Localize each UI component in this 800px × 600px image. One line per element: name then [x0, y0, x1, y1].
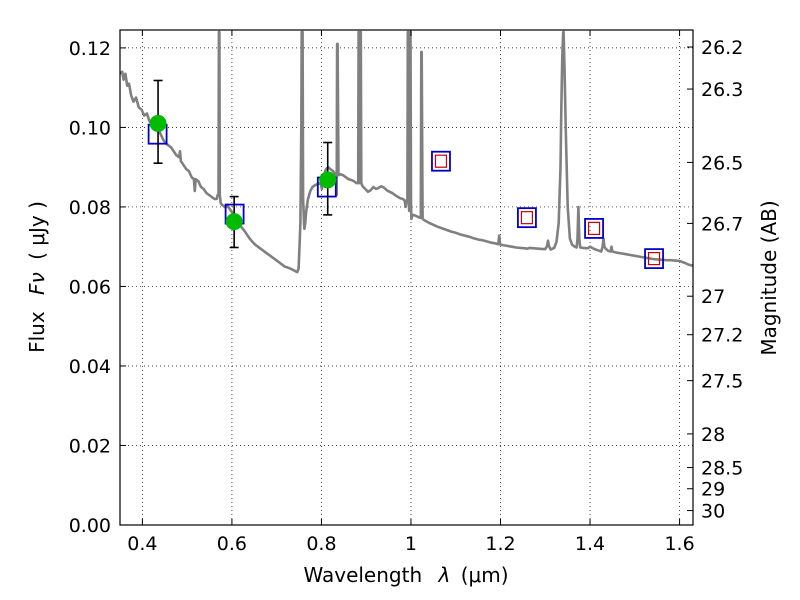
model-photometry-point: [584, 217, 604, 239]
right-axis-title: Magnitude (AB): [757, 200, 781, 355]
y-axis-title-unit: ( μJy ): [25, 201, 49, 260]
observed-point: [225, 213, 243, 231]
predicted-photometry-point: [520, 211, 534, 225]
mag-tick-label: 29: [701, 479, 725, 501]
predicted-photometry-point: [587, 221, 601, 235]
x-axis-title-unit: (μm): [461, 563, 509, 587]
grid: [120, 30, 693, 526]
x-tick-label: 0.6: [217, 533, 247, 555]
observed-point: [319, 171, 337, 189]
y-tick-label: 0.00: [69, 515, 111, 537]
y-tick-label: 0.04: [69, 356, 111, 378]
mag-tick-label: 26.7: [701, 213, 743, 235]
mag-tick-label: 26.5: [701, 152, 743, 174]
mag-tick-label: 26.3: [701, 79, 743, 101]
mag-tick-label: 27.5: [701, 371, 743, 393]
x-tick-label: 1: [405, 533, 417, 555]
observed-point: [149, 114, 167, 132]
x-tick-label: 1.4: [575, 533, 605, 555]
y-tick-label: 0.12: [69, 38, 111, 60]
predicted-photometry-point: [434, 154, 448, 168]
x-tick-label: 0.8: [306, 533, 336, 555]
mag-tick-label: 30: [701, 501, 725, 523]
mag-tick-label: 28: [701, 424, 725, 446]
model-photometry-point: [644, 248, 664, 270]
y-tick-label: 0.10: [69, 117, 111, 139]
mag-tick-label: 27: [701, 286, 725, 308]
x-axis-title: Wavelength λ (μm): [303, 563, 508, 587]
predicted-photometry-point: [647, 252, 661, 266]
x-tick-label: 1.6: [664, 533, 694, 555]
model-photometry-point: [517, 207, 537, 229]
axis-ticks: 0.4 0.6 0.8 1 1.2 1.4 1.6 0.00 0.02 0.04 0.06 0.08 0…: [69, 30, 743, 555]
y-axis-title-symbol: Fν: [25, 272, 49, 295]
mag-tick-label: 26.2: [701, 37, 743, 59]
x-axis-title-symbol: λ: [438, 563, 451, 587]
x-tick-label: 0.4: [127, 533, 157, 555]
x-tick-label: 1.2: [485, 533, 515, 555]
y-tick-label: 0.06: [69, 276, 111, 298]
model-photometry-point: [431, 150, 451, 172]
y-tick-label: 0.02: [69, 435, 111, 457]
plot-frame: [119, 29, 694, 526]
mag-tick-label: 28.5: [701, 458, 743, 480]
y-axis-title: Flux Fν ( μJy ): [25, 201, 49, 353]
y-tick-label: 0.08: [69, 197, 111, 219]
plot-area: [120, 30, 693, 274]
sed-model-line: [120, 30, 693, 274]
x-axis-title-main: Wavelength: [303, 563, 422, 587]
y-axis-title-main: Flux: [25, 311, 49, 353]
mag-tick-label: 27.2: [701, 325, 743, 347]
